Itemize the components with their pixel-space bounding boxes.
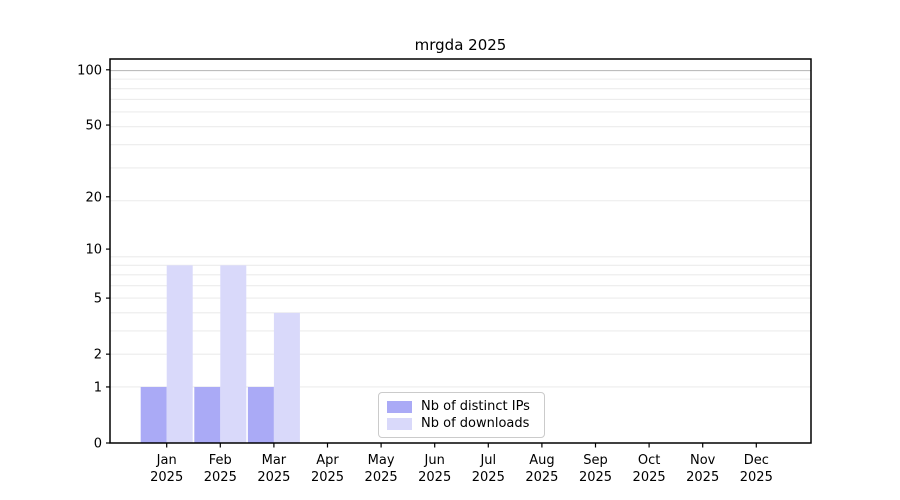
x-tick-label-year: 2025 (579, 470, 612, 485)
bar-downloads-Jan (166, 265, 193, 443)
x-tick-label-month: May (368, 453, 395, 468)
y-tick-label: 2 (94, 348, 102, 363)
x-tick-label-month: Aug (529, 453, 554, 468)
y-tick-label: 0 (94, 437, 102, 452)
x-tick-label-month: Feb (209, 453, 232, 468)
x-tick-label-month: Dec (744, 453, 769, 468)
x-tick-label-month: Oct (638, 453, 660, 468)
y-tick-label: 5 (94, 292, 102, 307)
x-tick-label-month: Nov (690, 453, 716, 468)
legend: Nb of distinct IPs Nb of downloads (378, 392, 545, 438)
x-tick-label-year: 2025 (525, 470, 558, 485)
x-tick-label-year: 2025 (204, 470, 237, 485)
y-tick-label: 50 (85, 119, 102, 134)
x-tick-label-year: 2025 (418, 470, 451, 485)
x-tick-label-month: Jun (424, 453, 445, 468)
plot-border (109, 58, 812, 444)
legend-label-distinct-ips: Nb of distinct IPs (421, 399, 530, 414)
legend-label-downloads: Nb of downloads (421, 416, 530, 431)
x-tick-label-month: Sep (583, 453, 608, 468)
x-tick-label-year: 2025 (472, 470, 505, 485)
x-tick-label-month: Mar (262, 453, 287, 468)
y-tick-label: 20 (85, 190, 102, 205)
x-tick-label-year: 2025 (365, 470, 398, 485)
legend-row-distinct-ips: Nb of distinct IPs (387, 398, 536, 415)
bar-downloads-Feb (220, 265, 247, 443)
x-tick-label-month: Jul (479, 453, 496, 468)
bar-distinct-ips-Jan (140, 386, 167, 443)
bar-distinct-ips-Feb (194, 386, 221, 443)
x-tick-label-year: 2025 (257, 470, 290, 485)
y-tick-label: 100 (77, 63, 102, 78)
chart-title: mrgda 2025 (414, 36, 507, 54)
x-tick-label-year: 2025 (311, 470, 344, 485)
bar-distinct-ips-Mar (247, 386, 274, 443)
x-tick-label-year: 2025 (740, 470, 773, 485)
x-tick-label-year: 2025 (150, 470, 183, 485)
x-tick-label-month: Apr (316, 453, 339, 468)
legend-swatch-downloads (387, 417, 412, 430)
y-tick-label: 1 (94, 380, 102, 395)
y-tick-label: 10 (85, 243, 102, 258)
x-tick-label-year: 2025 (633, 470, 666, 485)
bar-downloads-Mar (273, 312, 300, 443)
x-tick-label-month: Jan (156, 453, 177, 468)
legend-row-downloads: Nb of downloads (387, 415, 536, 432)
x-tick-label-year: 2025 (686, 470, 719, 485)
legend-swatch-distinct-ips (387, 400, 412, 413)
